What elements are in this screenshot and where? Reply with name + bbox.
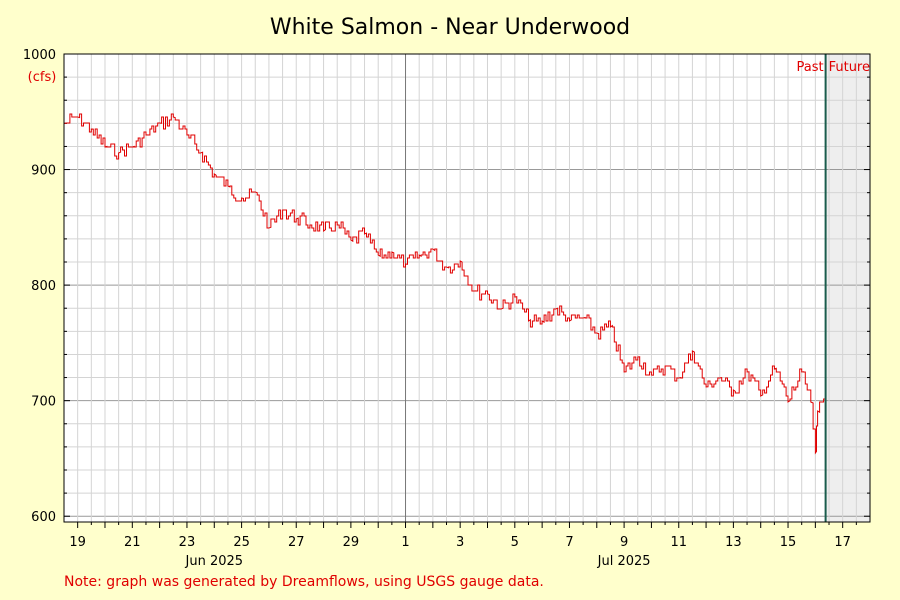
y-axis-unit: (cfs) [28, 70, 57, 85]
x-tick-label: 27 [288, 535, 305, 550]
grid-lines [64, 54, 870, 522]
x-tick-label: 13 [725, 535, 742, 550]
x-tick-label: 25 [233, 535, 250, 550]
x-tick-label: 21 [124, 535, 141, 550]
month-labels: Jun 2025 Jul 2025 [185, 554, 651, 569]
future-region [825, 54, 870, 522]
plot-area [64, 54, 870, 522]
past-label: Past [797, 60, 824, 75]
x-tick-label: 17 [834, 535, 851, 550]
footnote: Note: graph was generated by Dreamflows,… [64, 574, 544, 590]
y-tick-label: 600 [31, 510, 56, 525]
y-tick-labels: 600 700 800 900 1000 [23, 48, 56, 525]
x-tick-label: 19 [69, 535, 86, 550]
y-tick-label: 1000 [23, 48, 56, 63]
x-tick-label: 5 [511, 535, 519, 550]
plot-border [63, 53, 871, 523]
x-tick-label: 7 [565, 535, 573, 550]
x-tick-label: 11 [670, 535, 687, 550]
y-tick-label: 800 [31, 279, 56, 294]
x-tick-label: 3 [456, 535, 464, 550]
future-label: Future [829, 60, 870, 75]
y-tick-label: 700 [31, 395, 56, 410]
chart-title: White Salmon - Near Underwood [270, 15, 630, 40]
x-tick-label: 15 [780, 535, 797, 550]
x-tick-label: 29 [343, 535, 360, 550]
x-tick-label: 23 [179, 535, 196, 550]
month-label: Jul 2025 [597, 554, 651, 569]
x-tick-label: 9 [620, 535, 628, 550]
x-tick-labels: 19 21 23 25 27 29 1 3 5 7 9 11 13 15 17 [69, 535, 851, 550]
month-label: Jun 2025 [185, 554, 244, 569]
series-line-flow [64, 113, 827, 455]
x-tick-label: 1 [401, 535, 409, 550]
y-tick-label: 900 [31, 164, 56, 179]
